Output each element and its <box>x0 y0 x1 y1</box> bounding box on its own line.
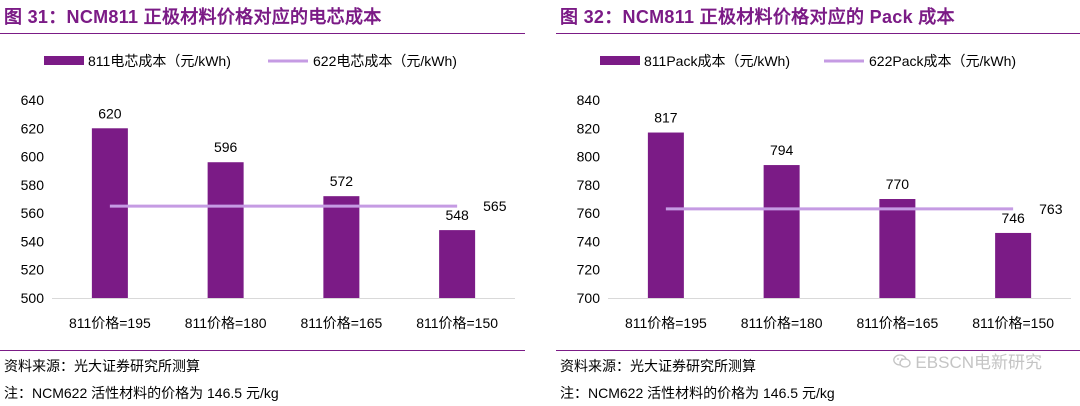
bar <box>879 199 916 298</box>
x-category-label: 811价格=180 <box>185 315 267 331</box>
figure-panel-right: 图 32：NCM811 正极材料价格对应的 Pack 成本 811Pack成本（… <box>556 0 1080 406</box>
bar-data-label: 746 <box>1001 210 1025 226</box>
line-data-label: 763 <box>1039 201 1063 217</box>
y-tick-label: 840 <box>577 92 601 108</box>
footnote: 注：NCM622 活性材料的价格为 146.5 元/kg <box>4 385 279 401</box>
chart-cell-cost: 811电芯成本（元/kWh) 622电芯成本（元/kWh) 500 520 540 560… <box>21 53 515 331</box>
bar <box>323 196 360 298</box>
bar-data-label: 572 <box>330 173 354 189</box>
figure-title: 图 31：NCM811 正极材料价格对应的电芯成本 <box>4 7 382 27</box>
y-tick-label: 540 <box>21 233 45 249</box>
watermark-text: EBSCN电新研究 <box>915 353 1042 372</box>
y-tick-label: 780 <box>577 177 601 193</box>
y-tick-label: 500 <box>21 290 45 306</box>
y-tick-label: 600 <box>21 149 45 165</box>
x-category-label: 811价格=195 <box>625 315 707 331</box>
title-divider <box>0 33 525 34</box>
bar <box>995 232 1032 298</box>
x-category-label: 811价格=150 <box>972 315 1054 331</box>
footer-divider <box>0 350 525 351</box>
y-tick-label: 580 <box>21 177 45 193</box>
x-category-label: 811价格=180 <box>741 315 823 331</box>
y-tick-label: 640 <box>21 92 45 108</box>
figure-title: 图 32：NCM811 正极材料价格对应的 Pack 成本 <box>560 7 955 27</box>
legend-label-line: 622电芯成本（元/kWh) <box>313 53 457 69</box>
bar <box>763 165 800 298</box>
source-note: 资料来源：光大证券研究所测算 <box>4 358 200 374</box>
figure-panel-left: 图 31：NCM811 正极材料价格对应的电芯成本 811电芯成本（元/kWh)… <box>0 0 525 406</box>
bar-data-label: 817 <box>654 110 678 126</box>
bar-data-label: 770 <box>886 176 910 192</box>
bar <box>439 230 476 298</box>
y-tick-label: 520 <box>21 262 45 278</box>
bar-data-label: 548 <box>445 207 469 223</box>
legend-label-line: 622Pack成本（元/kWh) <box>869 53 1016 69</box>
bar <box>91 128 128 298</box>
chart-pack-cost: 811Pack成本（元/kWh) 622Pack成本（元/kWh) 700 720 74… <box>577 53 1071 331</box>
y-tick-label: 760 <box>577 205 601 221</box>
x-category-label: 811价格=150 <box>416 315 498 331</box>
y-tick-label: 820 <box>577 120 601 136</box>
footer-divider <box>556 350 1080 351</box>
legend-label-bar: 811电芯成本（元/kWh) <box>88 53 231 69</box>
y-tick-label: 700 <box>577 290 601 306</box>
line-data-label: 565 <box>483 198 507 214</box>
bar-data-label: 794 <box>770 142 794 158</box>
y-tick-label: 740 <box>577 233 601 249</box>
x-category-label: 811价格=195 <box>69 315 151 331</box>
legend-swatch-bar <box>600 56 640 65</box>
legend-swatch-bar <box>44 56 84 65</box>
bar-data-label: 596 <box>214 139 238 155</box>
y-tick-label: 800 <box>577 149 601 165</box>
bar <box>207 162 244 298</box>
bar <box>647 132 684 298</box>
y-tick-label: 720 <box>577 262 601 278</box>
footnote: 注：NCM622 活性材料的价格为 146.5 元/kg <box>560 385 835 401</box>
x-category-label: 811价格=165 <box>856 315 938 331</box>
y-tick-label: 560 <box>21 205 45 221</box>
x-category-label: 811价格=165 <box>300 315 382 331</box>
y-tick-label: 620 <box>21 120 45 136</box>
bar-data-label: 620 <box>98 105 122 121</box>
source-note: 资料来源：光大证券研究所测算 <box>560 358 756 374</box>
legend-label-bar: 811Pack成本（元/kWh) <box>644 53 790 69</box>
title-divider <box>556 33 1080 34</box>
watermark: EBSCN电新研究 <box>893 348 1042 373</box>
wechat-icon <box>893 353 912 368</box>
